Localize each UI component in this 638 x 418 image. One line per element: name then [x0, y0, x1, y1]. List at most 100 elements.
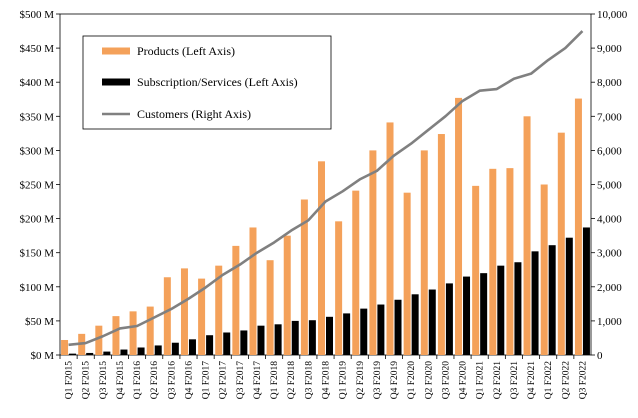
products-bar [163, 277, 171, 355]
subscription-bar [411, 294, 419, 355]
subscription-bar [188, 339, 196, 355]
x-axis-tick-label: Q1 F2015 [65, 361, 75, 400]
left-axis-tick-label: $200 M [19, 214, 54, 226]
subscription-bar [103, 351, 111, 355]
legend-subscription-label: Subscription/Services (Left Axis) [137, 75, 298, 89]
x-axis-tick-label: Q4 F2021 [527, 361, 537, 400]
subscription-bar [480, 273, 488, 355]
x-axis-tick-label: Q2 F2022 [561, 361, 571, 400]
products-bar [557, 132, 565, 355]
products-bar [61, 339, 69, 355]
legend-products-label: Products (Left Axis) [137, 44, 235, 58]
right-axis-tick-label: 8,000 [597, 77, 622, 89]
products-bar [215, 265, 223, 355]
products-bar [472, 185, 480, 355]
subscription-bar [394, 299, 402, 355]
subscription-bar [326, 316, 333, 355]
subscription-bar [531, 251, 539, 355]
subscription-bar [343, 313, 351, 355]
customers-line [68, 30, 584, 347]
subscription-bar [360, 308, 368, 355]
x-axis-tick-label: Q3 F2018 [304, 361, 314, 400]
products-bar [574, 98, 582, 356]
right-axis-tick-label: 7,000 [597, 111, 622, 123]
x-axis-tick-label: Q1 F2017 [202, 361, 212, 400]
products-bar [232, 245, 240, 355]
subscription-bar [548, 245, 556, 355]
x-axis-tick-label: Q3 F2019 [373, 361, 383, 400]
products-bar [300, 199, 308, 355]
x-axis-tick-label: Q2 F2018 [287, 361, 297, 400]
x-axis-tick-label: Q2 F2021 [493, 361, 503, 400]
legend-customers-label: Customers (Right Axis) [137, 107, 251, 121]
subscription-bar [86, 352, 94, 355]
subscription-bar [154, 345, 162, 355]
x-axis-tick-label: Q4 F2018 [322, 361, 332, 400]
x-axis-tick-label: Q1 F2022 [544, 361, 554, 400]
subscription-bar [565, 237, 573, 355]
x-axis-tick-label: Q4 F2015 [116, 361, 126, 400]
right-axis-tick-label: 2,000 [597, 282, 622, 294]
right-axis-tick-label: 6,000 [597, 145, 622, 157]
x-axis-tick-label: Q3 F2022 [578, 361, 588, 400]
products-bar [386, 122, 394, 355]
products-bar [146, 306, 154, 355]
x-axis-tick-label: Q1 F2018 [270, 361, 280, 400]
x-axis-tick-label: Q3 F2017 [236, 361, 246, 400]
subscription-bar [69, 353, 77, 355]
products-bar [369, 150, 377, 355]
left-axis-tick-label: $450 M [19, 43, 54, 55]
x-axis-tick-label: Q2 F2019 [356, 361, 366, 400]
products-bar [420, 150, 428, 355]
subscription-bar [463, 276, 471, 355]
left-axis-tick-label: $100 M [19, 282, 54, 294]
x-axis-tick-label: Q1 F2021 [476, 361, 486, 400]
x-axis-tick-label: Q3 F2021 [510, 361, 520, 400]
x-axis-tick-label: Q3 F2015 [99, 361, 109, 400]
products-bar [489, 168, 497, 355]
left-axis-tick-label: $250 M [19, 180, 54, 192]
right-axis-tick-label: 9,000 [597, 43, 622, 55]
left-axis-tick-label: $400 M [19, 77, 54, 89]
products-bar [506, 168, 514, 355]
left-axis-tick-label: $150 M [19, 248, 54, 260]
products-bar [112, 316, 120, 355]
x-axis-tick-label: Q2 F2015 [82, 361, 92, 400]
subscription-bar [206, 335, 214, 355]
subscription-bar [514, 262, 522, 355]
left-axis-tick-label: $500 M [19, 9, 54, 21]
legend-products-swatch [102, 47, 130, 55]
right-axis-tick-label: 1,000 [597, 316, 622, 328]
products-bar [540, 184, 548, 355]
subscription-bar [274, 324, 282, 355]
x-axis-tick-label: Q2 F2017 [219, 361, 229, 400]
right-axis-tick-label: 5,000 [597, 180, 622, 192]
subscription-bar [171, 342, 179, 355]
x-axis-tick-label: Q4 F2020 [459, 361, 469, 400]
subscription-bar [257, 325, 265, 355]
products-bar [95, 325, 103, 355]
legend-subscription-swatch [102, 78, 130, 86]
right-axis-tick-label: 0 [597, 350, 603, 362]
subscription-bar [137, 347, 145, 355]
right-axis-tick-label: 4,000 [597, 214, 622, 226]
subscription-bar [223, 332, 231, 355]
subscription-bar [240, 330, 248, 355]
x-axis-tick-label: Q4 F2019 [390, 361, 400, 400]
x-axis-tick-label: Q1 F2016 [133, 361, 143, 400]
products-bar [180, 268, 188, 355]
x-axis-tick-label: Q1 F2019 [339, 361, 349, 400]
subscription-bar [445, 283, 453, 355]
products-bar [249, 227, 257, 355]
products-bar [283, 235, 291, 355]
products-bar [335, 221, 343, 355]
right-axis-tick-label: 3,000 [597, 248, 622, 260]
x-axis-tick-label: Q3 F2020 [441, 361, 451, 400]
products-bar [318, 161, 325, 355]
products-bar [455, 97, 463, 356]
products-bar [129, 311, 137, 355]
left-axis-tick-label: $300 M [19, 145, 54, 157]
right-axis-tick-label: 10,000 [597, 9, 628, 21]
products-bar [403, 192, 411, 355]
